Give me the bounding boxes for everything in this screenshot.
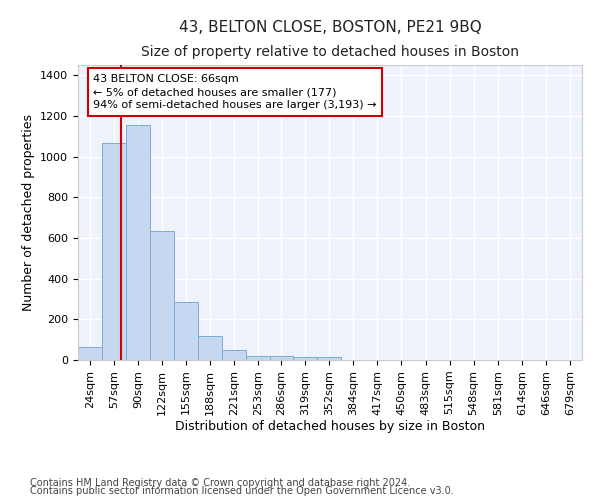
Bar	[246, 356, 270, 360]
Bar	[173, 302, 197, 360]
Bar	[150, 231, 173, 360]
Bar	[270, 356, 293, 360]
Bar	[78, 347, 102, 360]
Text: Size of property relative to detached houses in Boston: Size of property relative to detached ho…	[141, 45, 519, 59]
Text: Contains public sector information licensed under the Open Government Licence v3: Contains public sector information licen…	[30, 486, 454, 496]
Bar	[317, 357, 341, 360]
Bar	[102, 144, 126, 360]
Text: 43, BELTON CLOSE, BOSTON, PE21 9BQ: 43, BELTON CLOSE, BOSTON, PE21 9BQ	[179, 20, 481, 35]
Bar	[197, 336, 221, 360]
X-axis label: Distribution of detached houses by size in Boston: Distribution of detached houses by size …	[175, 420, 485, 434]
Bar	[293, 357, 317, 360]
Text: Contains HM Land Registry data © Crown copyright and database right 2024.: Contains HM Land Registry data © Crown c…	[30, 478, 410, 488]
Y-axis label: Number of detached properties: Number of detached properties	[22, 114, 35, 311]
Bar	[221, 350, 246, 360]
Bar	[126, 125, 150, 360]
Text: 43 BELTON CLOSE: 66sqm
← 5% of detached houses are smaller (177)
94% of semi-det: 43 BELTON CLOSE: 66sqm ← 5% of detached …	[93, 74, 377, 110]
